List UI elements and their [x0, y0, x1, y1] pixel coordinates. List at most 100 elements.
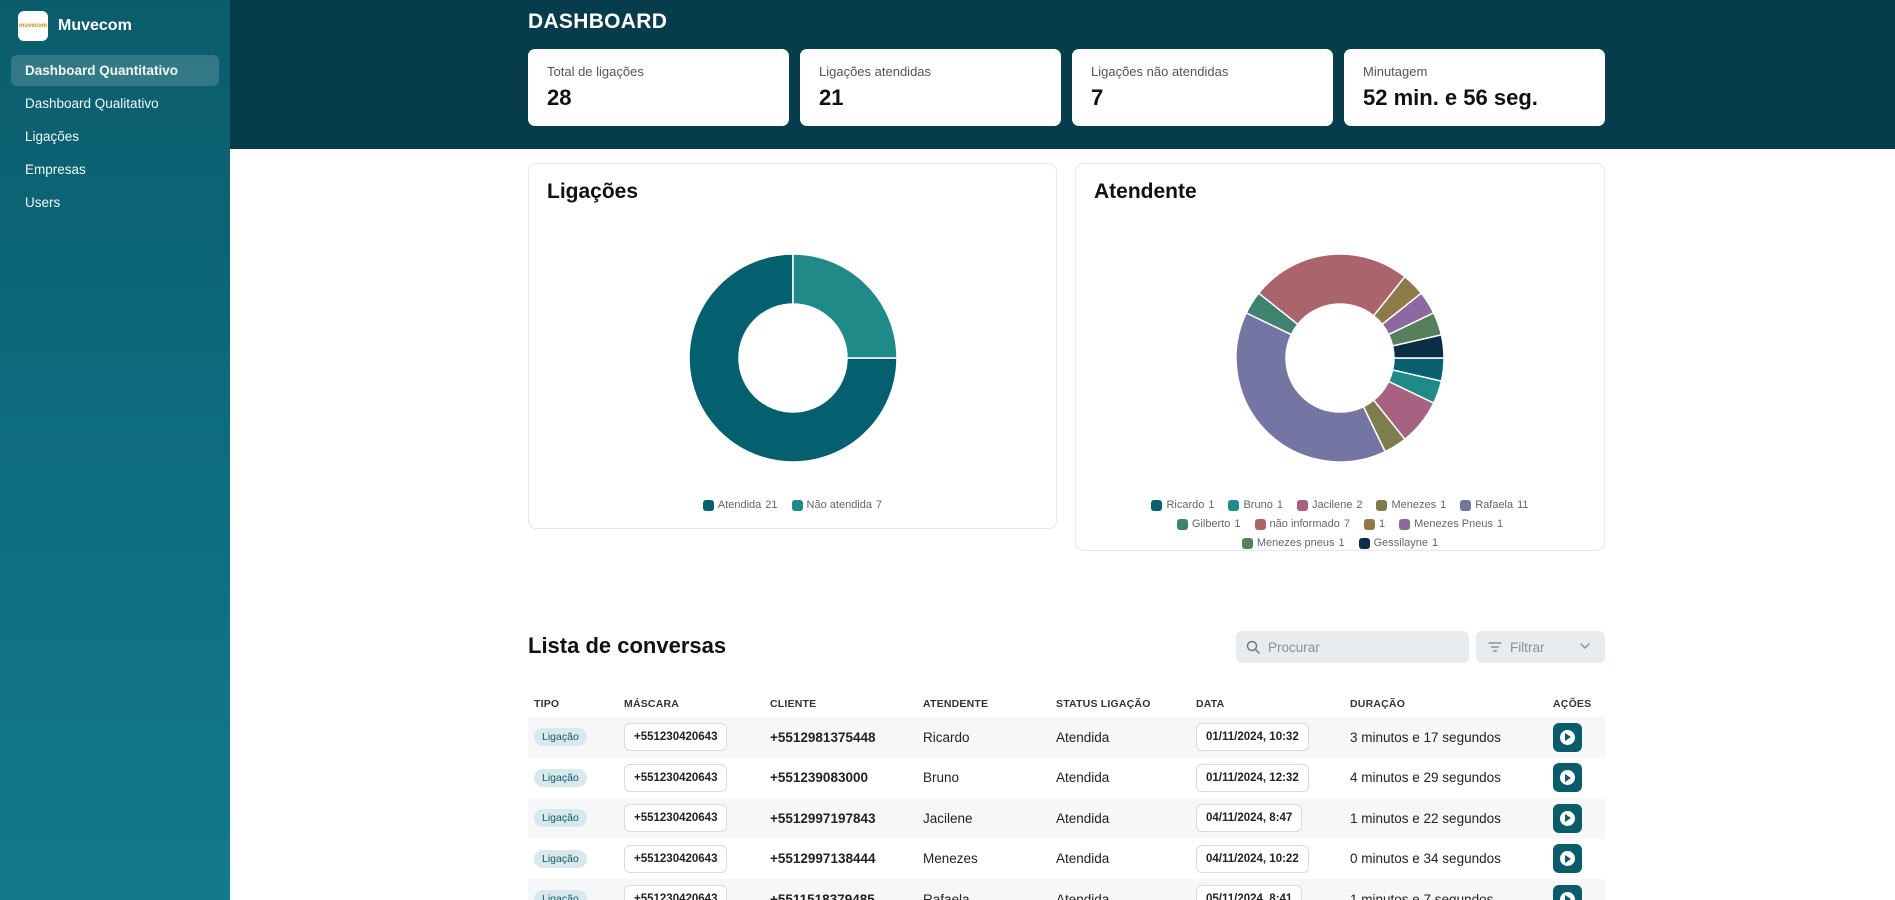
- tipo-badge: Ligação: [534, 849, 587, 868]
- legend-label: Não atendida: [806, 499, 872, 511]
- data-chip: 04/11/2024, 8:47: [1196, 804, 1303, 833]
- legend-value: 1: [1378, 518, 1386, 530]
- play-button[interactable]: [1553, 803, 1582, 833]
- legend-swatch: [1376, 499, 1388, 511]
- column-header-status[interactable]: STATUS LIGAÇÃO: [1056, 697, 1151, 710]
- data-chip: 01/11/2024, 10:32: [1196, 723, 1309, 752]
- search-input[interactable]: [1268, 639, 1448, 655]
- legend-label: Ricardo: [1166, 499, 1205, 511]
- filter-button[interactable]: Filtrar: [1476, 631, 1605, 663]
- donut-slice-atendida[interactable]: [688, 253, 898, 463]
- filter-icon: [1488, 642, 1502, 652]
- tipo-badge: Ligação: [534, 809, 587, 828]
- cell-status: Atendida: [1056, 851, 1110, 867]
- tipo-badge: Ligação: [534, 728, 587, 747]
- cell-atendente: Rafaela: [917, 879, 1050, 900]
- table-header-row: TIPO MÁSCARA CLIENTE ATENDENTE STATUS LI…: [528, 690, 1605, 717]
- cell-status: Atendida: [1050, 798, 1190, 839]
- cell-duracao: 4 minutos e 29 segundos: [1350, 770, 1501, 786]
- stat-value: 28: [547, 85, 572, 110]
- mascara-chip: +551230420643: [624, 763, 728, 792]
- chart-card-atendente: Atendente Ricardo 1 Bruno 1 Jacilene 2 Menezes…: [1075, 163, 1605, 551]
- mascara-chip: +551230420643: [624, 723, 728, 752]
- stat-value: 21: [819, 85, 844, 110]
- donut-slice-não-informado[interactable]: [1257, 253, 1406, 326]
- play-button[interactable]: [1553, 884, 1582, 900]
- column-header-atendente[interactable]: ATENDENTE: [923, 697, 989, 710]
- sidebar-item-label: Dashboard Quantitativo: [25, 63, 179, 78]
- mascara-chip: +551230420643: [624, 885, 728, 900]
- search-box[interactable]: [1236, 631, 1469, 663]
- stat-card-atendidas: Ligações atendidas 21: [800, 49, 1061, 126]
- donut-slice-não-atendida[interactable]: [792, 253, 898, 359]
- legend-value: 1: [1208, 499, 1215, 511]
- tipo-badge: Ligação: [534, 890, 587, 900]
- table-row[interactable]: Ligação +551230420643 +551239083000 Bruno At…: [528, 758, 1605, 799]
- table-row[interactable]: Ligação +551230420643 +5512981375448 Ricard…: [528, 717, 1605, 758]
- legend-item[interactable]: Não atendida 7: [791, 499, 882, 511]
- search-icon: [1246, 640, 1260, 654]
- cell-data: 01/11/2024, 12:32: [1190, 758, 1344, 799]
- sidebar: muvecom Muvecom Dashboard Quantitativo D…: [0, 0, 230, 900]
- legend-item[interactable]: Gessilayne 1: [1358, 537, 1438, 549]
- column-header-tipo[interactable]: TIPO: [534, 697, 560, 710]
- donut-slice-rafaela[interactable]: [1235, 311, 1387, 463]
- legend-item[interactable]: Menezes pneus 1: [1241, 537, 1345, 549]
- legend-swatch: [791, 499, 803, 511]
- legend-label: Gilberto: [1191, 518, 1231, 530]
- legend-value: 2: [1356, 499, 1363, 511]
- cell-data: 04/11/2024, 8:47: [1190, 798, 1344, 839]
- legend-item[interactable]: Atendida 21: [702, 499, 778, 511]
- table-row[interactable]: Ligação +551230420643 +5512997138444 Meneze…: [528, 839, 1605, 880]
- cell-cliente: +5511518379485: [764, 879, 917, 900]
- stat-value: 7: [1091, 85, 1104, 110]
- legend-item[interactable]: Rafaela 11: [1460, 499, 1529, 511]
- cell-tipo: Ligação: [528, 879, 618, 900]
- table-body: Ligação +551230420643 +5512981375448 Ricard…: [528, 717, 1605, 900]
- column-header-acoes: AÇÕES: [1553, 697, 1592, 710]
- cell-tipo: Ligação: [528, 798, 618, 839]
- table-row[interactable]: Ligação +551230420643 +5511518379485 Rafael…: [528, 879, 1605, 900]
- mascara-chip: +551230420643: [624, 844, 728, 873]
- play-button[interactable]: [1553, 763, 1582, 793]
- column-header-data[interactable]: DATA: [1196, 697, 1225, 710]
- legend-swatch: [1151, 499, 1163, 511]
- legend-item[interactable]: Ricardo 1: [1151, 499, 1214, 511]
- sidebar-item-label: Ligações: [25, 129, 80, 144]
- tipo-badge: Ligação: [534, 768, 587, 787]
- cell-duracao: 1 minutos e 7 segundos: [1344, 879, 1547, 900]
- legend-item[interactable]: 1: [1363, 518, 1386, 530]
- stat-card-minutagem: Minutagem 52 min. e 56 seg.: [1344, 49, 1605, 126]
- cell-data: 04/11/2024, 10:22: [1190, 839, 1344, 880]
- play-button[interactable]: [1553, 722, 1582, 752]
- legend-item[interactable]: Jacilene 2: [1296, 499, 1363, 511]
- sidebar-item-dashboard-qualitativo[interactable]: Dashboard Qualitativo: [11, 88, 219, 119]
- table-row[interactable]: Ligação +551230420643 +5512997197843 Jacile…: [528, 798, 1605, 839]
- legend-swatch: [1254, 518, 1266, 530]
- data-chip: 05/11/2024, 8:41: [1196, 885, 1303, 900]
- legend-value: 21: [765, 499, 778, 511]
- legend-label: Atendida: [717, 499, 762, 511]
- cell-mascara: +551230420643: [618, 839, 764, 880]
- sidebar-item-empresas[interactable]: Empresas: [11, 154, 219, 185]
- column-header-cliente[interactable]: CLIENTE: [770, 697, 817, 710]
- cell-cliente: +551239083000: [770, 770, 868, 786]
- play-button[interactable]: [1553, 844, 1582, 874]
- legend-value: 11: [1517, 499, 1529, 511]
- sidebar-item-dashboard-quantitativo[interactable]: Dashboard Quantitativo: [11, 55, 219, 86]
- legend-item[interactable]: Bruno 1: [1228, 499, 1283, 511]
- legend-swatch: [1460, 499, 1472, 511]
- legend-item[interactable]: não informado 7: [1254, 518, 1350, 530]
- column-header-duracao[interactable]: DURAÇÃO: [1350, 697, 1406, 710]
- legend-item[interactable]: Menezes 1: [1376, 499, 1446, 511]
- legend-item[interactable]: Gilberto 1: [1176, 518, 1241, 530]
- sidebar-item-ligacoes[interactable]: Ligações: [11, 121, 219, 152]
- cell-cliente: +5512981375448: [764, 717, 917, 758]
- brand[interactable]: muvecom Muvecom: [0, 1, 230, 51]
- donut-slice-gessilayne[interactable]: [1391, 333, 1445, 359]
- play-icon: [1560, 891, 1575, 900]
- column-header-mascara[interactable]: MÁSCARA: [624, 697, 680, 710]
- legend-label: Menezes: [1391, 499, 1437, 511]
- sidebar-item-users[interactable]: Users: [11, 187, 219, 218]
- legend-item[interactable]: Menezes Pneus 1: [1399, 518, 1503, 530]
